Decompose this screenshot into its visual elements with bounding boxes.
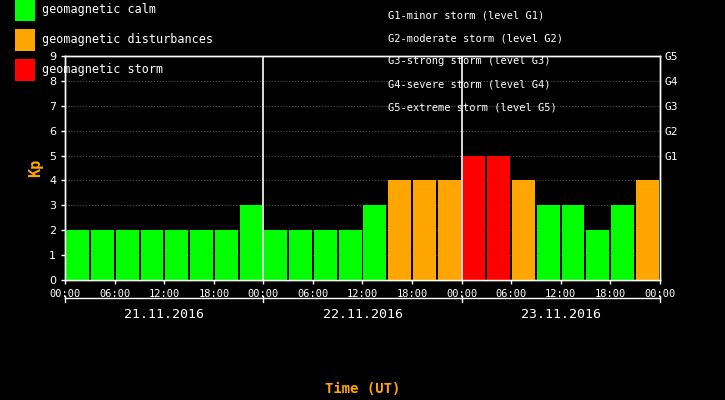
Bar (165, 230, 188, 280)
Text: 23.11.2016: 23.11.2016 (521, 308, 601, 321)
Bar (91, 230, 114, 280)
Bar (487, 156, 510, 280)
Bar (587, 230, 609, 280)
Bar (116, 230, 138, 280)
Text: G3-strong storm (level G3): G3-strong storm (level G3) (388, 56, 550, 66)
Bar (562, 205, 584, 280)
Text: Time (UT): Time (UT) (325, 382, 400, 396)
Text: 22.11.2016: 22.11.2016 (323, 308, 402, 321)
Bar (413, 180, 436, 280)
Text: geomagnetic disturbances: geomagnetic disturbances (42, 34, 213, 46)
Bar (314, 230, 336, 280)
Bar (537, 205, 560, 280)
Text: G1-minor storm (level G1): G1-minor storm (level G1) (388, 10, 544, 20)
Text: G4-severe storm (level G4): G4-severe storm (level G4) (388, 80, 550, 90)
Bar (463, 156, 485, 280)
Bar (215, 230, 238, 280)
Text: G2-moderate storm (level G2): G2-moderate storm (level G2) (388, 33, 563, 43)
Bar (141, 230, 163, 280)
Bar (611, 205, 634, 280)
Bar (265, 230, 287, 280)
Bar (339, 230, 362, 280)
Bar (438, 180, 460, 280)
Bar (512, 180, 535, 280)
Text: 21.11.2016: 21.11.2016 (124, 308, 204, 321)
Bar (636, 180, 659, 280)
Text: geomagnetic calm: geomagnetic calm (42, 4, 156, 16)
Bar (66, 230, 89, 280)
Bar (389, 180, 411, 280)
Y-axis label: Kp: Kp (28, 159, 44, 177)
Bar (363, 205, 386, 280)
Bar (289, 230, 312, 280)
Bar (190, 230, 213, 280)
Bar (240, 205, 262, 280)
Text: G5-extreme storm (level G5): G5-extreme storm (level G5) (388, 103, 557, 113)
Text: geomagnetic storm: geomagnetic storm (42, 64, 163, 76)
